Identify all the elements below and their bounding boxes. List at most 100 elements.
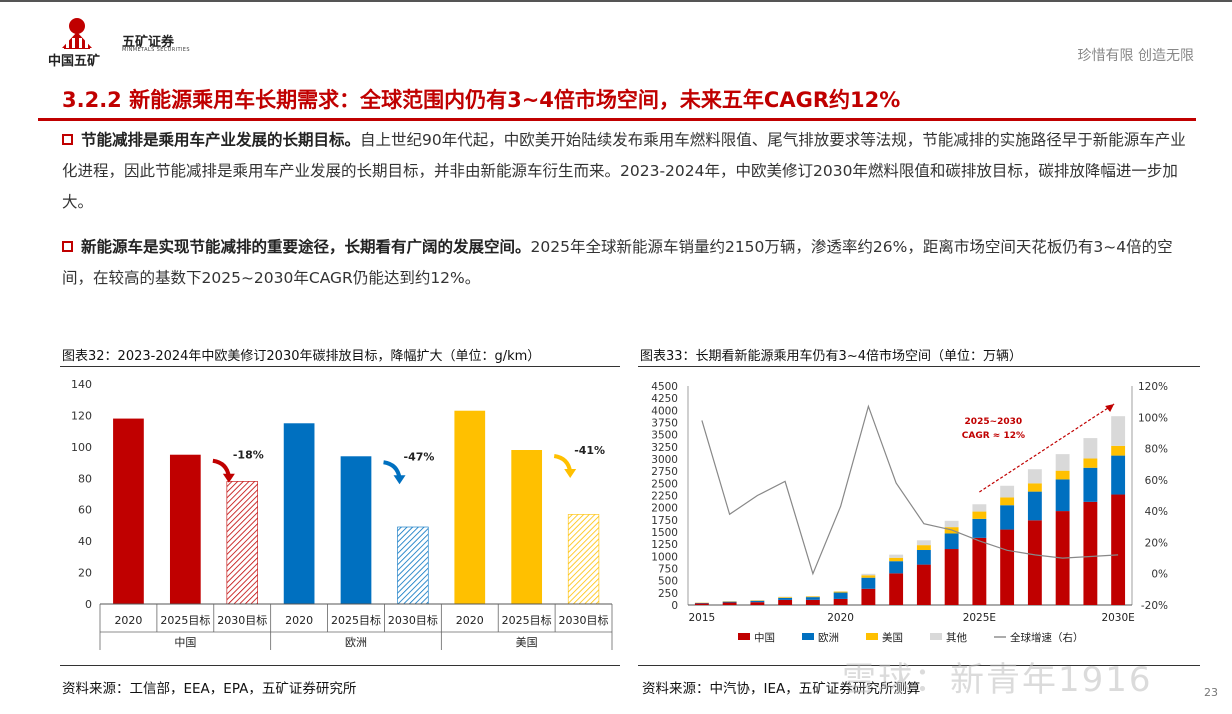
legend-swatch: [738, 633, 750, 640]
bar: [283, 423, 315, 604]
x-tick-label: 2020: [456, 614, 484, 627]
stack-segment: [1027, 491, 1042, 521]
y-tick-label: 2250: [651, 491, 678, 503]
figure32-source: 资料来源：工信部，EEA，EPA，五矿证券研究所: [62, 681, 357, 697]
y2-tick-label: 20%: [1145, 537, 1168, 549]
stack-segment: [1083, 438, 1098, 459]
stack-segment: [861, 577, 876, 589]
y-tick-label: 3250: [651, 442, 678, 454]
stack-segment: [1027, 520, 1042, 605]
stack-segment: [944, 520, 959, 528]
stack-segment: [1055, 454, 1070, 471]
paragraph-body: 2025年全球新能源车销量约2150万辆，渗透率约26%，距离市场空间天花板仍有…: [62, 238, 1173, 287]
y-tick-label: 0: [671, 600, 678, 612]
cagr-annotation-line1: 2025~2030: [965, 417, 1023, 427]
y2-tick-label: 40%: [1145, 506, 1168, 518]
y-tick-label: 4250: [651, 393, 678, 405]
y2-tick-label: 80%: [1145, 444, 1168, 456]
y-tick-label: 3000: [651, 454, 678, 466]
stack-segment: [1111, 445, 1126, 456]
bar: [340, 456, 372, 604]
title-rule: [38, 118, 1196, 121]
square-bullet-icon: [62, 134, 73, 145]
stack-segment: [833, 592, 848, 599]
x-tick-label: 2025目标: [502, 613, 552, 627]
paragraph-nev-space: 新能源车是实现节能减排的重要途径，长期看有广阔的发展空间。2025年全球新能源车…: [62, 232, 1192, 294]
square-bullet-icon: [62, 241, 73, 252]
stack-segment: [1083, 501, 1098, 605]
y-tick-label: 750: [658, 564, 678, 576]
figure32-source-rule: [60, 665, 620, 666]
stack-segment: [889, 561, 904, 574]
top-rule: [0, 0, 1232, 2]
stack-segment: [889, 557, 904, 562]
stack-segment: [1055, 479, 1070, 512]
y-tick-label: 4500: [651, 381, 678, 393]
y-tick-label: 500: [658, 576, 678, 588]
change-annotation: -18%: [233, 449, 264, 462]
bar: [397, 526, 429, 605]
legend-label: 欧洲: [818, 632, 839, 644]
y-tick-label: 60: [78, 504, 92, 517]
stack-segment: [1111, 494, 1126, 605]
y-tick-label: 1000: [651, 551, 678, 563]
stack-segment: [1083, 467, 1098, 502]
figure32-caption: 图表32：2023-2024年中欧美修订2030年碳排放目标，降幅扩大（单位：g…: [62, 349, 541, 364]
legend-swatch: [930, 633, 942, 640]
stack-segment: [1000, 497, 1015, 506]
stack-segment: [944, 533, 959, 550]
figure33-caption: 图表33：长期看新能源乘用车仍有3~4倍市场空间（单位：万辆）: [640, 349, 1022, 364]
brand-name-en: MINMETALS SECURITIES: [122, 47, 190, 53]
y-tick-label: 40: [78, 535, 92, 548]
stack-segment: [916, 550, 931, 565]
paragraph-lead: 节能减排是乘用车产业发展的长期目标。: [81, 131, 361, 149]
bar: [454, 410, 486, 604]
stack-segment: [694, 603, 709, 605]
stack-segment: [722, 601, 737, 603]
stack-segment: [1000, 505, 1015, 530]
stack-segment: [805, 597, 820, 600]
y-tick-label: 0: [85, 598, 92, 611]
y-tick-label: 3750: [651, 418, 678, 430]
y2-tick-label: 0%: [1151, 569, 1168, 581]
stack-segment: [1111, 455, 1126, 495]
stack-segment: [778, 597, 793, 600]
x-tick-label: 2030目标: [388, 613, 438, 627]
y-tick-label: 1500: [651, 527, 678, 539]
paragraph-lead: 新能源车是实现节能减排的重要途径，长期看有广阔的发展空间。: [81, 238, 531, 256]
figure33-source-rule: [638, 665, 1200, 666]
x-tick-label: 2030E: [1101, 612, 1134, 624]
legend-swatch: [802, 633, 814, 640]
bar: [169, 454, 201, 604]
legend-label: 美国: [882, 631, 903, 644]
stack-segment: [916, 564, 931, 605]
y2-tick-label: 100%: [1138, 412, 1168, 424]
stack-segment: [1083, 458, 1098, 468]
stack-segment: [972, 511, 987, 519]
x-tick-label: 2025目标: [160, 613, 210, 627]
stack-segment: [1027, 469, 1042, 484]
emission-target-chart: 0 20 40 60 80 100 120 140 2020 2025目标 2030目标 2020 20…: [71, 378, 613, 650]
stack-segment: [889, 573, 904, 605]
x-tick-label: 2025目标: [331, 613, 381, 627]
y-tick-label: 4000: [651, 405, 678, 417]
page-number: 23: [1204, 686, 1218, 699]
group-label: 美国: [516, 636, 538, 649]
nev-market-chart: 0250500750100012501500175020002250250027…: [651, 381, 1168, 644]
figure33-source: 资料来源：中汽协，IEA，五矿证券研究所测算: [642, 681, 921, 697]
bar: [113, 418, 144, 604]
x-tick-label: 2030目标: [217, 613, 267, 627]
cagr-annotation-line2: CAGR ≈ 12%: [962, 431, 1025, 441]
stack-segment: [889, 554, 904, 558]
legend-swatch: [866, 633, 878, 640]
y-tick-label: 100: [71, 441, 92, 454]
stack-segment: [1027, 483, 1042, 492]
watermark: 雪球：新青年1916: [842, 660, 1153, 700]
bar: [511, 450, 543, 604]
stack-segment: [972, 504, 987, 512]
stack-segment: [944, 549, 959, 605]
y-tick-label: 3500: [651, 430, 678, 442]
y-tick-label: 250: [658, 588, 678, 600]
x-tick-label: 2015: [689, 612, 716, 624]
stack-segment: [1000, 485, 1015, 498]
